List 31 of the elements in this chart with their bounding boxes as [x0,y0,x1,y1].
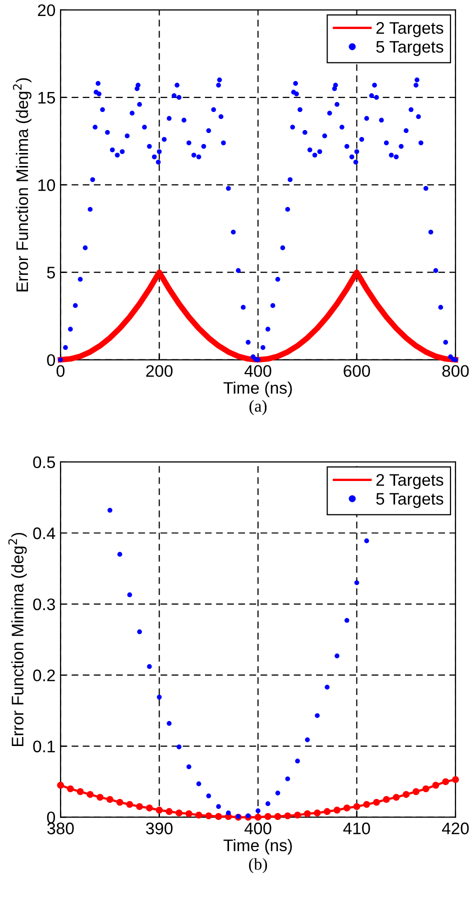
text: (a) [250,400,267,416]
y-tick-label: 0.1 [33,740,55,752]
legend-label: 5 Targets [376,41,444,56]
x-tick-label: 800 [442,365,469,377]
x-tick-label: 400 [244,822,272,834]
y-axis-title: Error Function Minima (deg$^{2}$) [12,78,32,292]
x-tick-label: 200 [146,365,173,377]
y-tick-label: 0 [47,812,56,824]
x-axis-title: Time (ns) [224,839,292,855]
y-tick-label: 15 [38,92,55,104]
legend-label: 2 Targets [376,474,444,490]
y-tick-label: 0.3 [33,598,55,610]
x-tick-label: 600 [344,365,370,377]
legend-label: 2 Targets [376,22,444,38]
y-tick-label: 0 [47,354,56,366]
y-tick-label: 0.5 [33,456,55,468]
x-tick-label: 390 [146,822,173,834]
y-axis-title: Error Function Minima (deg$^{2}$) [8,532,27,746]
y-tick-label: 0.4 [33,527,56,540]
y-tick-label: 10 [38,179,56,192]
text: (b) [249,858,268,874]
x-tick-label: 380 [47,822,74,834]
x-tick-label: 410 [343,822,370,834]
x-axis-title: Time (ns) [224,382,292,398]
y-tick-label: 0.2 [33,670,55,682]
x-tick-label: 420 [442,822,469,834]
x-tick-label: 0 [56,365,65,377]
legend-label: 5 Targets [376,493,444,508]
y-tick-label: 5 [47,266,55,279]
y-tick-label: 20 [38,4,56,16]
x-tick-label: 400 [244,365,272,377]
